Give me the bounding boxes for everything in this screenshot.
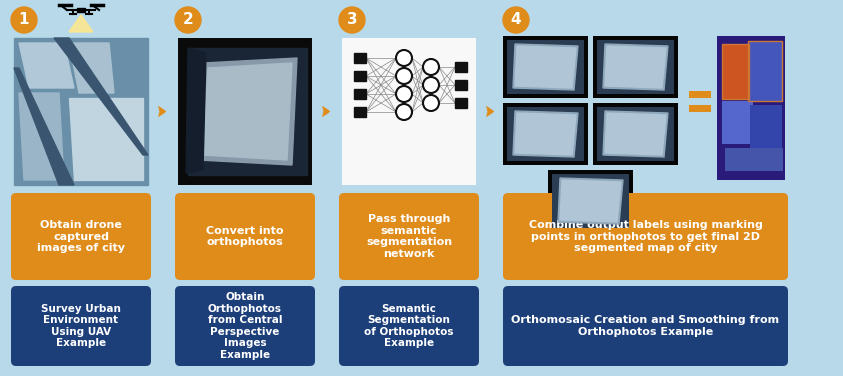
Bar [593,36,678,98]
Bar [503,36,588,98]
Polygon shape [513,111,578,157]
Bar [597,107,674,161]
Circle shape [396,68,412,84]
Text: Orthomosaic Creation and Smoothing from
Orthophotos Example: Orthomosaic Creation and Smoothing from … [512,315,780,337]
Bar [548,170,633,232]
Text: Semantic
Segmentation
of Orthophotos
Example: Semantic Segmentation of Orthophotos Exa… [364,303,454,349]
Bar [722,44,749,99]
Polygon shape [513,44,578,90]
Polygon shape [188,48,307,175]
Circle shape [423,59,439,75]
Polygon shape [203,63,292,160]
Bar [722,44,749,99]
FancyBboxPatch shape [11,286,151,366]
Polygon shape [515,113,576,155]
Text: 4: 4 [511,12,521,27]
Bar [748,41,781,102]
Circle shape [423,95,439,111]
FancyBboxPatch shape [170,6,320,370]
Polygon shape [186,48,206,173]
Bar [689,105,711,112]
Bar [354,53,366,63]
Bar [597,40,674,94]
Bar [354,107,366,117]
Bar [725,148,783,171]
Circle shape [11,7,37,33]
Polygon shape [558,178,623,224]
Text: Combine output labels using marking
points in orthophotos to get final 2D
segmen: Combine output labels using marking poin… [529,220,762,253]
Polygon shape [603,44,668,90]
Bar [507,107,584,161]
FancyBboxPatch shape [11,193,151,280]
Text: 2: 2 [183,12,193,27]
Bar [749,105,781,156]
Polygon shape [605,46,666,88]
FancyBboxPatch shape [175,193,315,280]
Polygon shape [14,68,74,185]
Circle shape [503,7,529,33]
Polygon shape [603,111,668,157]
Circle shape [175,7,201,33]
Polygon shape [605,113,666,155]
Polygon shape [515,46,576,88]
Bar [178,38,312,185]
Text: Survey Urban
Environment
Using UAV
Example: Survey Urban Environment Using UAV Examp… [41,303,121,349]
Polygon shape [14,38,148,185]
Circle shape [396,104,412,120]
Bar [552,174,629,228]
Bar [689,91,711,97]
Bar [342,38,476,185]
Polygon shape [198,58,297,165]
Polygon shape [54,38,148,155]
Text: 3: 3 [346,12,357,27]
Text: 1: 1 [19,12,30,27]
Bar [77,8,85,12]
FancyBboxPatch shape [339,286,479,366]
FancyBboxPatch shape [503,286,788,366]
Bar [748,41,781,102]
FancyBboxPatch shape [339,193,479,280]
Polygon shape [560,180,621,222]
Text: Obtain drone
captured
images of city: Obtain drone captured images of city [37,220,125,253]
Polygon shape [69,98,143,180]
FancyBboxPatch shape [503,193,788,280]
FancyBboxPatch shape [334,6,484,370]
Bar [354,71,366,81]
Polygon shape [19,93,64,180]
Bar [14,38,148,185]
FancyBboxPatch shape [6,6,156,370]
Bar [717,36,785,180]
Polygon shape [69,43,114,93]
FancyBboxPatch shape [175,286,315,366]
Bar [455,98,467,108]
Polygon shape [19,43,74,88]
Bar [455,62,467,72]
Bar [503,103,588,165]
Bar [354,89,366,99]
Bar [507,40,584,94]
Circle shape [396,50,412,66]
Text: Convert into
orthophotos: Convert into orthophotos [207,226,284,247]
FancyBboxPatch shape [498,6,793,370]
Text: Obtain
Orthophotos
from Central
Perspective
Images
Example: Obtain Orthophotos from Central Perspect… [207,292,282,360]
Bar [593,103,678,165]
Text: Pass through
semantic
segmentation
network: Pass through semantic segmentation netwo… [366,214,452,259]
Bar [722,101,753,144]
Circle shape [423,77,439,93]
Bar [455,80,467,90]
Circle shape [339,7,365,33]
Polygon shape [69,15,93,32]
Circle shape [396,86,412,102]
